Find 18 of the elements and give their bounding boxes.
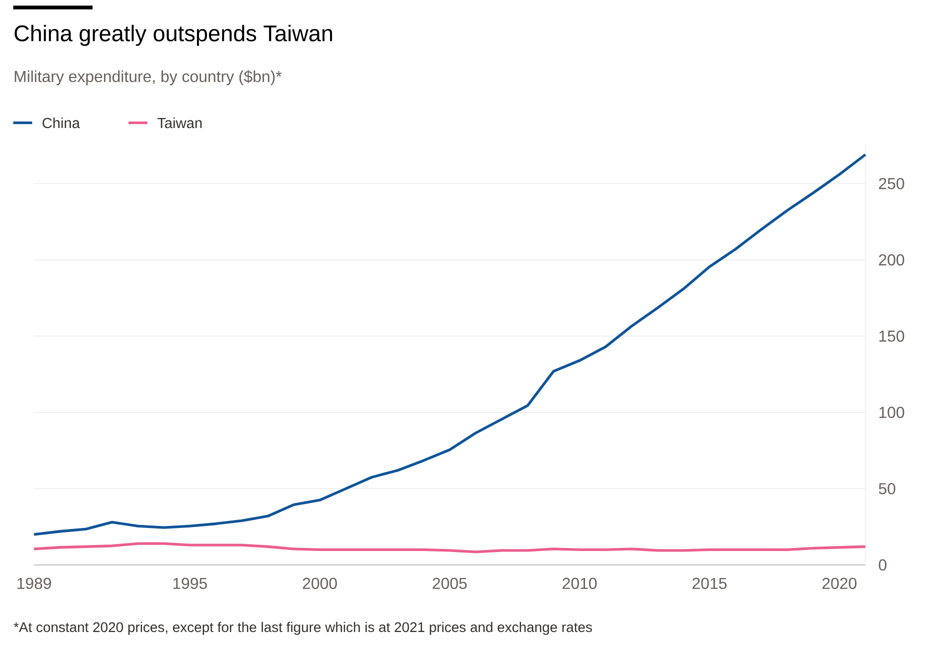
legend-label: Taiwan <box>157 118 202 128</box>
x-tick-label: 2015 <box>692 578 727 590</box>
y-tick-label: 50 <box>878 483 896 494</box>
x-tick-label: 2000 <box>302 578 337 590</box>
legend-label: China <box>42 118 80 128</box>
x-tick-label: 1989 <box>18 578 51 590</box>
x-tick-label: 2010 <box>562 578 597 590</box>
chart-title: China greatly outspends Taiwan <box>14 24 332 46</box>
text: *At constant 2020 prices, except for the last figure which is at 2021 prices and exchange rates <box>14 622 592 635</box>
x-tick-label: 2020 <box>822 578 856 590</box>
y-tick-label: 150 <box>879 330 904 342</box>
y-tick-label: 100 <box>879 406 904 418</box>
y-tick-label: 200 <box>878 254 904 266</box>
chart-subtitle: Military expenditure, by country ($bn)* <box>14 70 282 86</box>
x-tick-label: 1995 <box>173 578 207 590</box>
y-tick-label: 250 <box>878 178 904 190</box>
y-tick-label: 0 <box>878 559 886 571</box>
x-tick-label: 2005 <box>432 578 467 590</box>
